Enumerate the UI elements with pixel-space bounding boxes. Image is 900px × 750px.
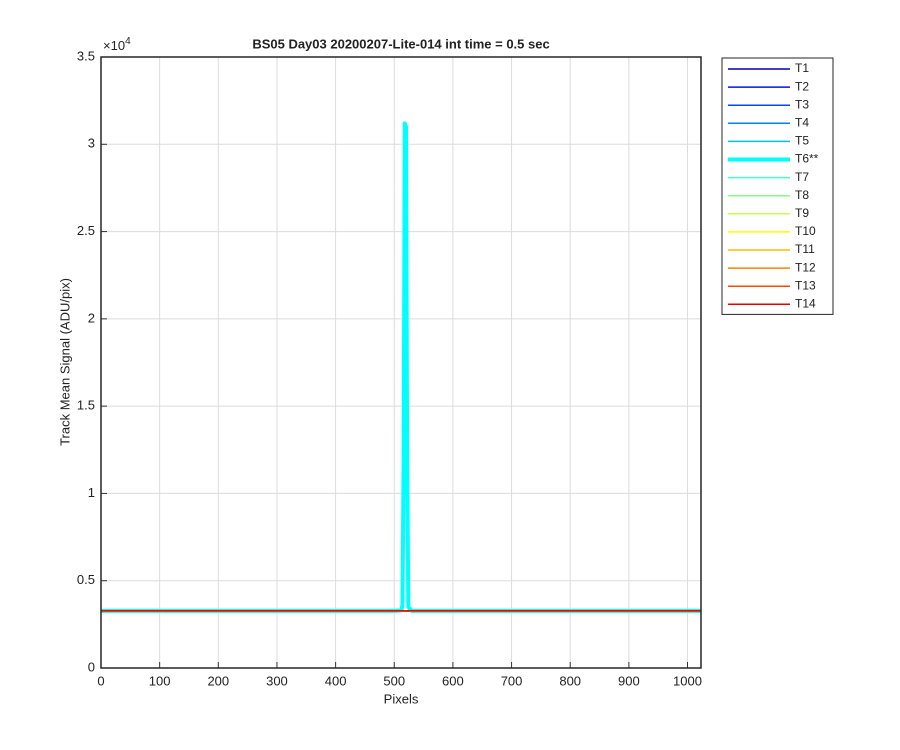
- legend-label: T8: [795, 188, 809, 202]
- legend-label: T7: [795, 170, 809, 184]
- x-tick-label: 600: [442, 673, 464, 688]
- legend-label: T3: [795, 97, 809, 111]
- y-tick-label: 2.5: [77, 223, 95, 238]
- y-multiplier-exponent: 4: [125, 36, 131, 47]
- legend-label: T9: [795, 206, 809, 220]
- legend-label: T11: [795, 242, 815, 256]
- x-tick-label: 800: [559, 673, 581, 688]
- x-tick-label: 900: [618, 673, 640, 688]
- legend-label: T13: [795, 278, 816, 292]
- x-tick-label: 300: [266, 673, 288, 688]
- x-tick-label: 100: [149, 673, 171, 688]
- y-axis-label: Track Mean Signal (ADU/pix): [57, 278, 72, 446]
- x-tick-label: 1000: [673, 673, 702, 688]
- y-tick-label: 0: [88, 659, 95, 674]
- y-tick-label: 3: [88, 136, 95, 151]
- y-tick-label: 3.5: [77, 48, 95, 63]
- legend-label: T6**: [795, 152, 819, 166]
- y-tick-label: 2: [88, 310, 95, 325]
- x-tick-label: 400: [325, 673, 347, 688]
- legend-box: [721, 57, 834, 315]
- legend-label: T4: [795, 115, 809, 129]
- plot-frame: [100, 56, 702, 669]
- x-tick-label: 0: [97, 673, 104, 688]
- legend-label: T1: [795, 61, 809, 75]
- y-tick-label: 1: [88, 485, 95, 500]
- x-axis-label: Pixels: [384, 691, 419, 706]
- legend-label: T14: [795, 296, 816, 310]
- legend-label: T10: [795, 224, 816, 238]
- legend-label: T5: [795, 134, 809, 148]
- legend-label: T2: [795, 79, 809, 93]
- x-tick-label: 200: [207, 673, 229, 688]
- y-tick-label: 0.5: [77, 572, 95, 587]
- y-multiplier: ×104: [103, 36, 131, 54]
- y-tick-label: 1.5: [77, 398, 95, 413]
- y-multiplier-base: ×10: [103, 38, 125, 53]
- chart-title: BS05 Day03 20200207-Lite-014 int time = …: [252, 36, 549, 51]
- x-tick-label: 500: [383, 673, 405, 688]
- legend-label: T12: [795, 260, 816, 274]
- x-tick-label: 700: [501, 673, 523, 688]
